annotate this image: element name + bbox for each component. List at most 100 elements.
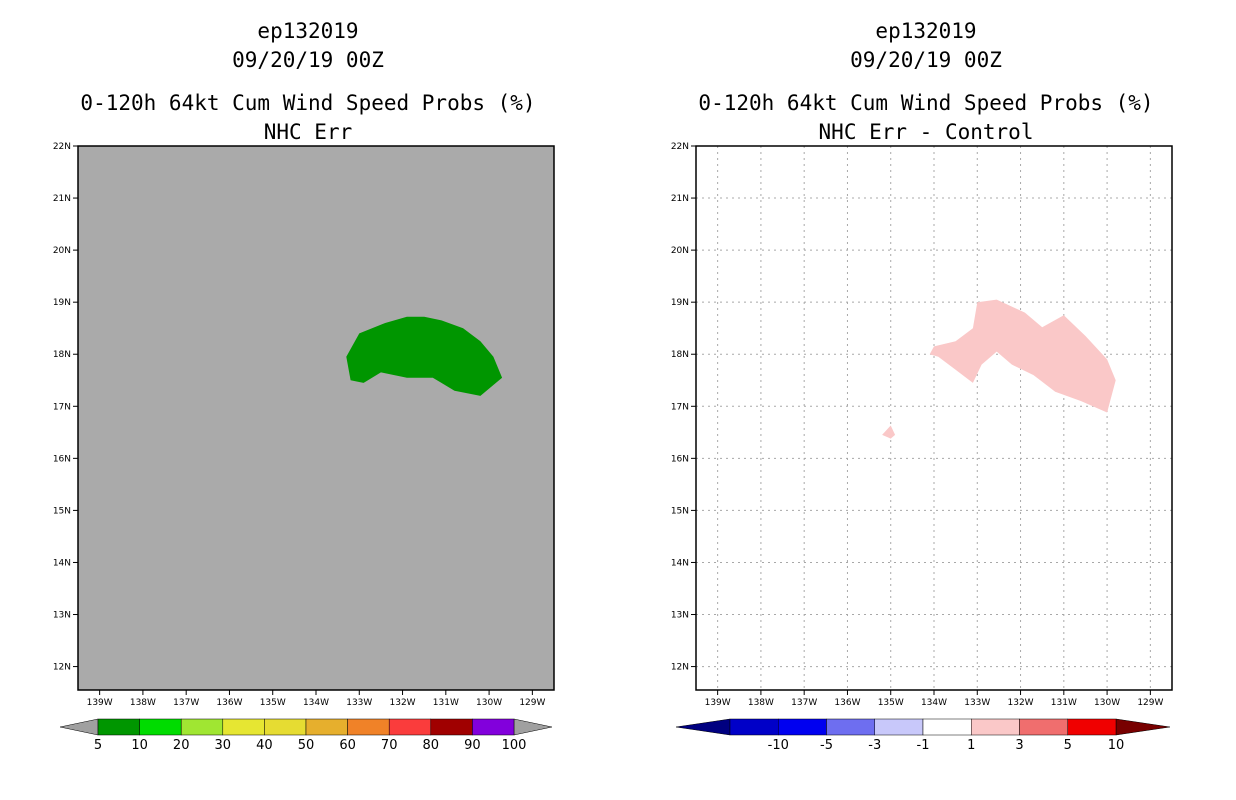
colorbar-label-6: 5 bbox=[1064, 738, 1072, 753]
right-panel: ep132019 09/20/19 00Z 0-120h 64kt Cum Wi… bbox=[671, 19, 1173, 753]
lon-label-132W: 132W bbox=[1008, 698, 1034, 708]
lon-label-138W: 138W bbox=[748, 698, 774, 708]
lat-label-12N: 12N bbox=[53, 663, 71, 673]
colorbar-end-high bbox=[513, 718, 553, 736]
colorbar-label-0: 5 bbox=[94, 738, 102, 753]
lon-label-134W: 134W bbox=[921, 698, 947, 708]
colorbar-swatch-4 bbox=[922, 718, 972, 736]
colorbar-swatch-0 bbox=[729, 718, 779, 736]
lon-label-132W: 132W bbox=[390, 698, 416, 708]
right-product-title: 0-120h 64kt Cum Wind Speed Probs (%) bbox=[698, 91, 1153, 115]
left-map-background bbox=[78, 146, 554, 690]
colorbar-label-2: -3 bbox=[868, 738, 881, 753]
lat-label-12N: 12N bbox=[671, 663, 689, 673]
lat-label-14N: 14N bbox=[671, 558, 689, 568]
right-difference-regions bbox=[882, 299, 1116, 439]
right-storm-id: ep132019 bbox=[875, 19, 976, 43]
lon-label-135W: 135W bbox=[878, 698, 904, 708]
lat-label-17N: 17N bbox=[671, 402, 689, 412]
lon-label-129W: 129W bbox=[1137, 698, 1163, 708]
colorbar-label-4: 40 bbox=[256, 738, 273, 753]
colorbar-swatch-2 bbox=[180, 718, 224, 736]
left-axis-ticks: 22N 21N 20N 19N 18N 17N 16N 15N 14N 13N 12N 139W 138… bbox=[53, 142, 546, 708]
lat-label-16N: 16N bbox=[671, 454, 689, 464]
colorbar-label-7: 10 bbox=[1108, 738, 1125, 753]
lon-label-133W: 133W bbox=[346, 698, 372, 708]
lat-label-19N: 19N bbox=[671, 298, 689, 308]
left-subtitle: NHC Err bbox=[264, 120, 353, 144]
colorbar-end-high bbox=[1115, 718, 1171, 736]
colorbar-swatch-2 bbox=[826, 718, 875, 736]
colorbar-label-1: 10 bbox=[131, 738, 148, 753]
right-colorbar: -10 -5 -3 -1 1 3 5 10 bbox=[675, 718, 1171, 753]
lon-label-139W: 139W bbox=[87, 698, 113, 708]
lat-label-13N: 13N bbox=[53, 611, 71, 621]
right-gridlines bbox=[696, 145, 1172, 690]
lon-label-137W: 137W bbox=[791, 698, 817, 708]
right-datetime: 09/20/19 00Z bbox=[850, 48, 1002, 72]
left-colorbar: 5 10 20 30 40 50 60 70 80 90 100 bbox=[59, 718, 553, 753]
lon-label-136W: 136W bbox=[834, 698, 860, 708]
left-panel: ep132019 09/20/19 00Z 0-120h 64kt Cum Wi… bbox=[53, 19, 555, 753]
colorbar-label-5: 3 bbox=[1015, 738, 1023, 753]
lat-label-13N: 13N bbox=[671, 611, 689, 621]
colorbar-end-low bbox=[59, 718, 99, 736]
colorbar-label-2: 20 bbox=[173, 738, 190, 753]
colorbar-label-3: 30 bbox=[215, 738, 232, 753]
lat-label-15N: 15N bbox=[671, 506, 689, 516]
lat-label-15N: 15N bbox=[53, 506, 71, 516]
lat-label-22N: 22N bbox=[53, 142, 71, 152]
lat-label-20N: 20N bbox=[671, 246, 689, 256]
lat-label-21N: 21N bbox=[671, 194, 689, 204]
colorbar-swatch-7 bbox=[1067, 718, 1117, 736]
lat-label-19N: 19N bbox=[53, 298, 71, 308]
colorbar-swatch-7 bbox=[388, 718, 432, 736]
prob-area-5-10 bbox=[346, 316, 503, 396]
colorbar-label-6: 60 bbox=[339, 738, 356, 753]
colorbar-swatch-5 bbox=[971, 718, 1020, 736]
lat-label-20N: 20N bbox=[53, 246, 71, 256]
colorbar-label-8: 80 bbox=[423, 738, 440, 753]
colorbar-label-3: -1 bbox=[917, 738, 930, 753]
left-datetime: 09/20/19 00Z bbox=[232, 48, 384, 72]
lat-label-17N: 17N bbox=[53, 402, 71, 412]
lon-label-131W: 131W bbox=[1051, 698, 1077, 708]
lat-label-18N: 18N bbox=[671, 350, 689, 360]
colorbar-label-5: 50 bbox=[298, 738, 315, 753]
colorbar-swatch-3 bbox=[874, 718, 924, 736]
colorbar-swatch-6 bbox=[347, 718, 390, 736]
lat-label-21N: 21N bbox=[53, 194, 71, 204]
colorbar-label-7: 70 bbox=[381, 738, 398, 753]
right-axis-ticks: 22N 21N 20N 19N 18N 17N 16N 15N 14N 13N 12N 139W 138… bbox=[671, 142, 1164, 708]
diff-area-1-3-small bbox=[882, 425, 896, 439]
lon-label-130W: 130W bbox=[476, 698, 502, 708]
lat-label-16N: 16N bbox=[53, 454, 71, 464]
lon-label-137W: 137W bbox=[173, 698, 199, 708]
colorbar-swatch-0 bbox=[97, 718, 140, 736]
colorbar-swatch-1 bbox=[778, 718, 827, 736]
colorbar-swatch-5 bbox=[305, 718, 348, 736]
right-subtitle: NHC Err - Control bbox=[819, 120, 1034, 144]
lon-label-133W: 133W bbox=[964, 698, 990, 708]
lat-label-22N: 22N bbox=[671, 142, 689, 152]
lon-label-130W: 130W bbox=[1094, 698, 1120, 708]
colorbar-label-4: 1 bbox=[967, 738, 975, 753]
lon-label-129W: 129W bbox=[519, 698, 545, 708]
colorbar-swatch-6 bbox=[1019, 718, 1068, 736]
colorbar-swatch-4 bbox=[264, 718, 307, 736]
colorbar-label-0: -10 bbox=[768, 738, 789, 753]
colorbar-swatch-9 bbox=[472, 718, 515, 736]
left-product-title: 0-120h 64kt Cum Wind Speed Probs (%) bbox=[80, 91, 535, 115]
left-probability-regions bbox=[346, 316, 503, 396]
colorbar-swatch-8 bbox=[430, 718, 473, 736]
lon-label-134W: 134W bbox=[303, 698, 329, 708]
colorbar-label-10: 100 bbox=[502, 738, 527, 753]
lon-label-139W: 139W bbox=[705, 698, 731, 708]
lon-label-135W: 135W bbox=[260, 698, 286, 708]
colorbar-swatch-1 bbox=[139, 718, 182, 736]
colorbar-label-9: 90 bbox=[464, 738, 481, 753]
lat-label-18N: 18N bbox=[53, 350, 71, 360]
left-storm-id: ep132019 bbox=[257, 19, 358, 43]
lat-label-14N: 14N bbox=[53, 558, 71, 568]
colorbar-end-low bbox=[675, 718, 731, 736]
